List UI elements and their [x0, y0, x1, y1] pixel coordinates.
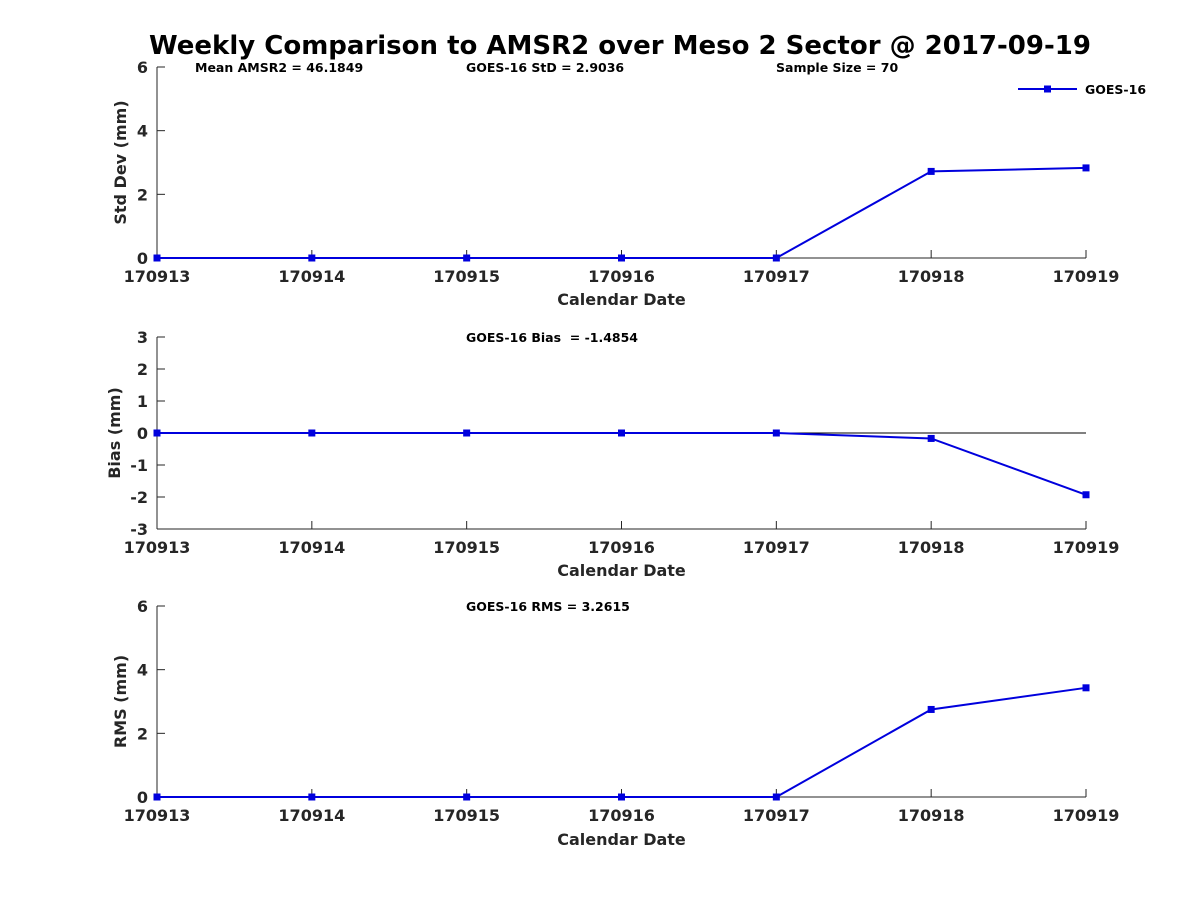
x-tick-label: 170915 [433, 806, 500, 825]
y-tick-label: -3 [130, 520, 148, 539]
stat-annotation: GOES-16 RMS = 3.2615 [466, 599, 630, 614]
data-point [153, 429, 161, 437]
data-point [308, 793, 316, 801]
y-tick-label: 2 [137, 360, 148, 379]
x-tick-label: 170919 [1053, 538, 1120, 557]
x-tick-label: 170915 [433, 267, 500, 286]
x-tick-label: 170917 [743, 538, 810, 557]
x-tick-label: 170913 [124, 538, 191, 557]
data-point [463, 793, 471, 801]
series-line-goes-16 [157, 686, 1087, 798]
x-tick-label: 170919 [1053, 267, 1120, 286]
y-tick-label: 0 [137, 788, 148, 807]
legend-marker [1044, 85, 1051, 93]
stat-annotation: GOES-16 StD = 2.9036 [466, 60, 624, 75]
x-tick-label: 170917 [743, 806, 810, 825]
x-tick-label: 170913 [124, 806, 191, 825]
data-point [1082, 164, 1090, 172]
y-tick-label: 4 [137, 122, 148, 141]
y-tick-label: 2 [137, 724, 148, 743]
x-tick-label: 170917 [743, 267, 810, 286]
chart-panel-bias: -3 -2 -1 0 1 2 3 170913 170914 170915 170916 170917… [105, 328, 1119, 580]
data-point [463, 254, 471, 262]
x-tick-label: 170918 [898, 267, 965, 286]
data-point [772, 429, 780, 437]
x-tick-label: 170914 [278, 538, 345, 557]
x-tick-label: 170918 [898, 806, 965, 825]
data-point [927, 434, 935, 442]
data-point [927, 167, 935, 175]
y-axis-label: Bias (mm) [105, 387, 124, 479]
x-tick-label: 170915 [433, 538, 500, 557]
series-line-goes-16 [157, 432, 1087, 496]
data-point [772, 793, 780, 801]
data-point [463, 429, 471, 437]
stat-annotation: Sample Size = 70 [776, 60, 898, 75]
data-point [308, 429, 316, 437]
data-point [927, 705, 935, 713]
figure-title: Weekly Comparison to AMSR2 over Meso 2 S… [149, 31, 1091, 61]
data-point [618, 429, 625, 437]
data-point [618, 254, 625, 262]
y-tick-label: 4 [137, 661, 148, 680]
legend-label: GOES-16 [1085, 82, 1146, 97]
data-point [308, 254, 316, 262]
chart-panel-stddev: 0 2 4 6 170913 170914 170915 170916 170917 170918… [111, 58, 1146, 309]
y-axis-label: Std Dev (mm) [111, 100, 130, 224]
x-tick-label: 170919 [1053, 806, 1120, 825]
x-tick-label: 170916 [588, 267, 655, 286]
y-tick-label: -1 [130, 456, 148, 475]
series-line-goes-16 [157, 166, 1087, 259]
data-point [1082, 491, 1090, 499]
stat-annotation: GOES-16 Bias = -1.4854 [466, 330, 638, 345]
stat-annotation: Mean AMSR2 = 46.1849 [195, 60, 363, 75]
chart-panel-rms: 0 2 4 6 170913 170914 170915 170916 170917 170918… [111, 597, 1119, 849]
y-tick-label: 6 [137, 597, 148, 616]
x-tick-label: 170918 [898, 538, 965, 557]
y-tick-label: 1 [137, 392, 148, 411]
x-axis-label: Calendar Date [557, 561, 686, 580]
data-point [618, 793, 625, 801]
x-tick-label: 170916 [588, 806, 655, 825]
x-axis-label: Calendar Date [557, 290, 686, 309]
data-point [153, 793, 161, 801]
y-tick-label: 0 [137, 424, 148, 443]
x-tick-label: 170914 [278, 806, 345, 825]
data-point [1082, 684, 1090, 692]
x-tick-label: 170913 [124, 267, 191, 286]
x-tick-label: 170914 [278, 267, 345, 286]
y-tick-label: 6 [137, 58, 148, 77]
y-axis-label: RMS (mm) [111, 655, 130, 748]
x-tick-label: 170916 [588, 538, 655, 557]
data-point [153, 254, 161, 262]
y-tick-label: 3 [137, 328, 148, 347]
x-axis-label: Calendar Date [557, 830, 686, 849]
legend: GOES-16 [1018, 82, 1146, 97]
data-point [772, 254, 780, 262]
y-tick-label: -2 [130, 488, 148, 507]
chart-panels: 0 2 4 6 170913 170914 170915 170916 170917 170918… [105, 58, 1146, 849]
y-tick-label: 0 [137, 249, 148, 268]
y-tick-label: 2 [137, 185, 148, 204]
